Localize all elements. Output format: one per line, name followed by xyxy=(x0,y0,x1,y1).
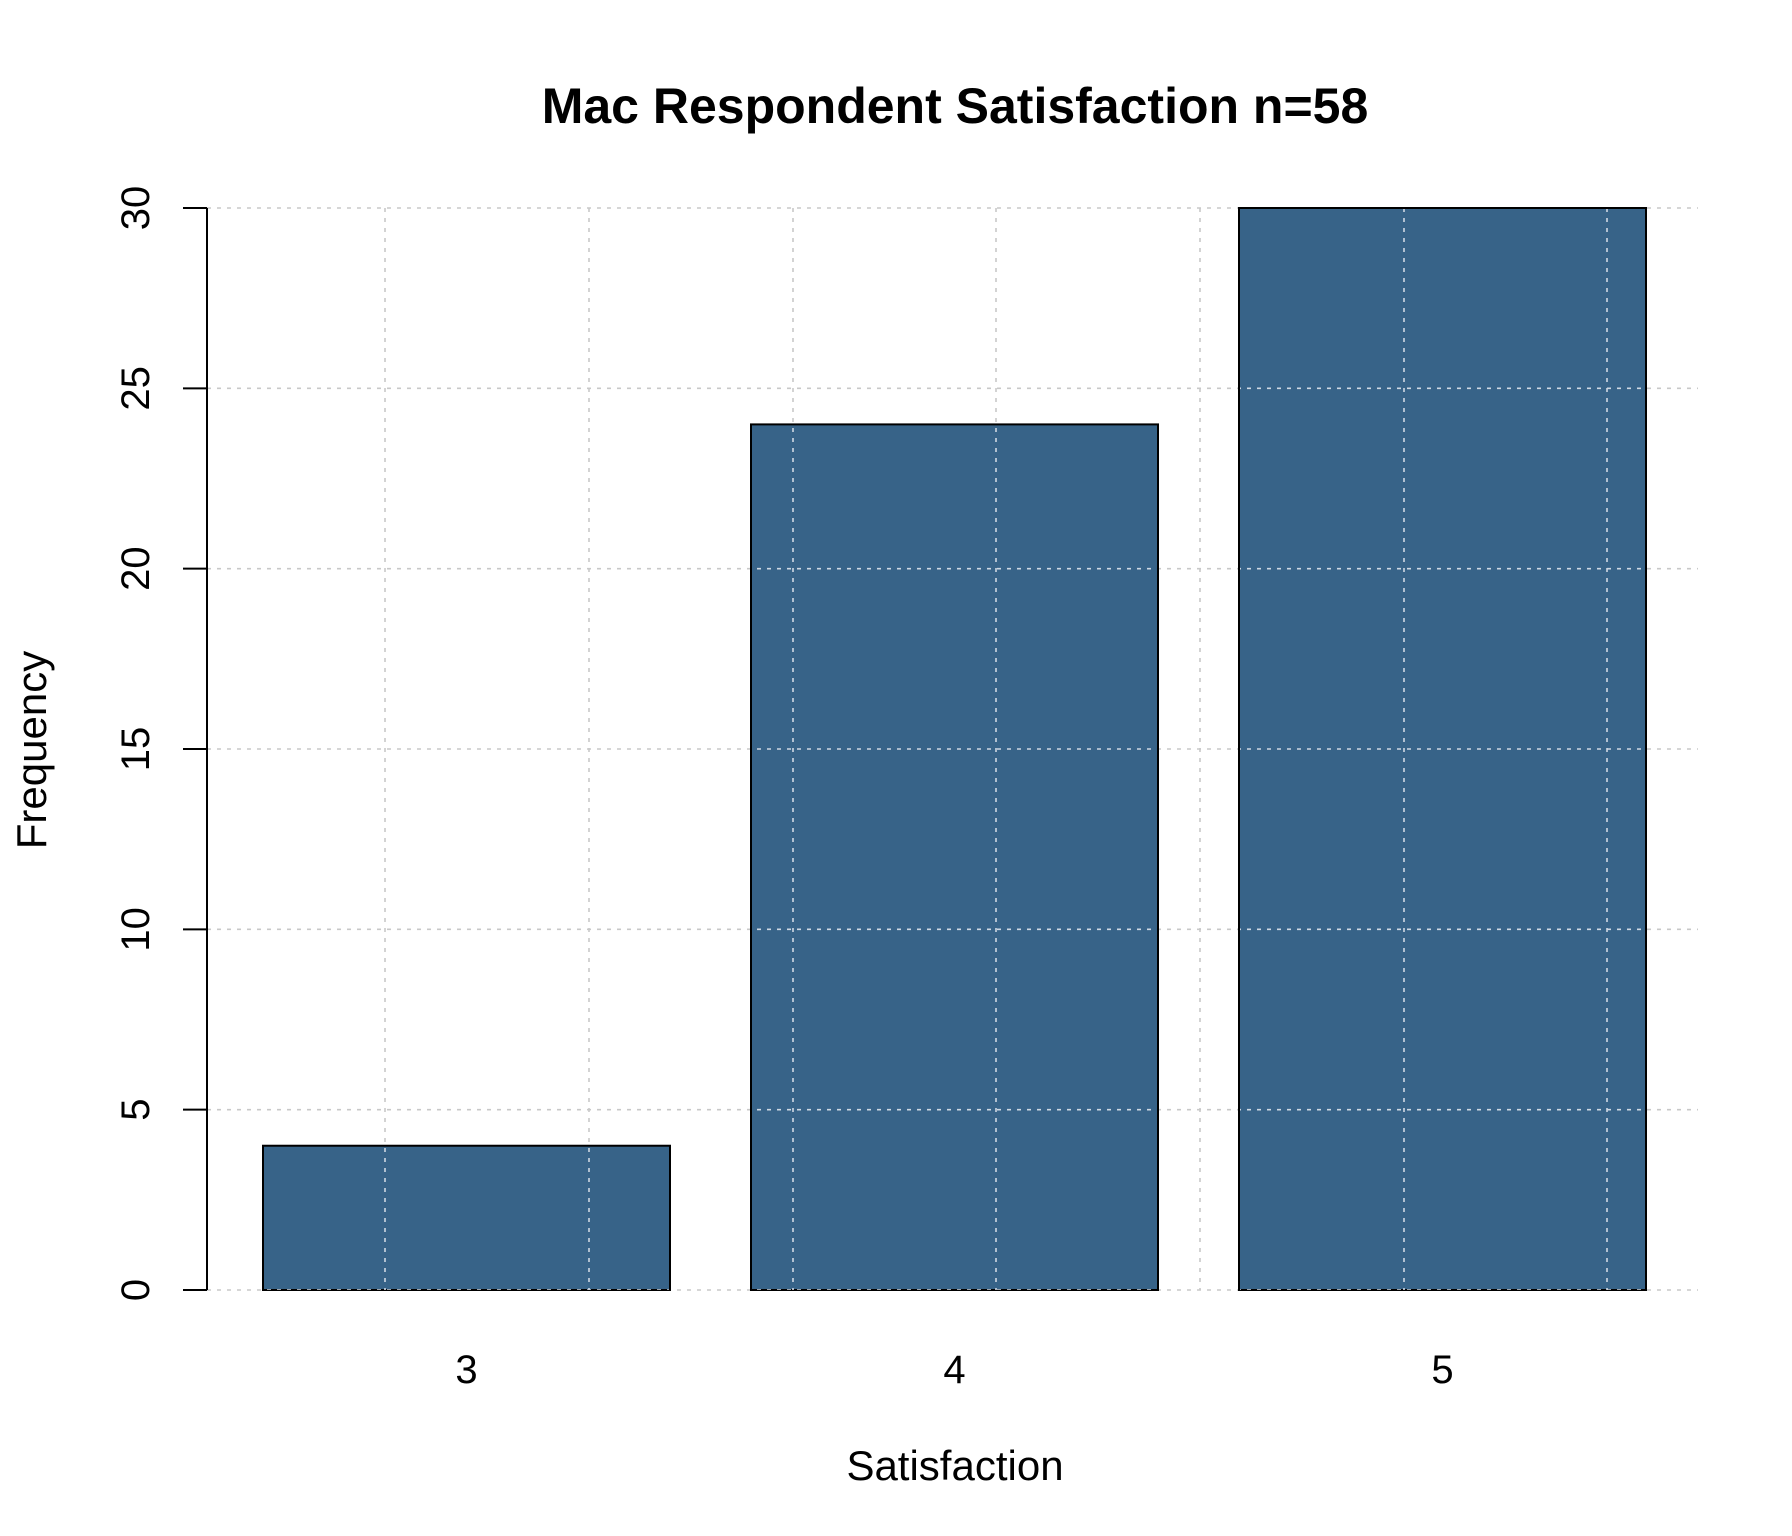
x-tick-label: 3 xyxy=(455,1348,477,1392)
y-axis-label: Frequency xyxy=(8,651,55,849)
y-tick-label: 0 xyxy=(114,1279,158,1301)
x-axis-tick-labels: 3 4 5 xyxy=(455,1348,1453,1392)
x-tick-label: 5 xyxy=(1431,1348,1453,1392)
grid-on-bars xyxy=(264,209,1645,1290)
y-tick-label: 25 xyxy=(114,366,158,411)
bar xyxy=(750,423,1159,1291)
bar xyxy=(262,1144,671,1291)
y-tick-label: 20 xyxy=(114,546,158,591)
y-tick-label: 5 xyxy=(114,1099,158,1121)
y-tick-label: 30 xyxy=(114,186,158,231)
bar-grid xyxy=(752,425,1157,1290)
x-axis-label: Satisfaction xyxy=(846,1442,1063,1489)
bar-grid xyxy=(1240,209,1645,1290)
y-axis: 0 5 10 15 20 25 30 xyxy=(114,186,208,1301)
x-tick-label: 4 xyxy=(943,1348,965,1392)
y-tick-label: 15 xyxy=(114,727,158,772)
chart-title: Mac Respondent Satisfaction n=58 xyxy=(542,78,1369,134)
y-tick-label: 10 xyxy=(114,907,158,952)
